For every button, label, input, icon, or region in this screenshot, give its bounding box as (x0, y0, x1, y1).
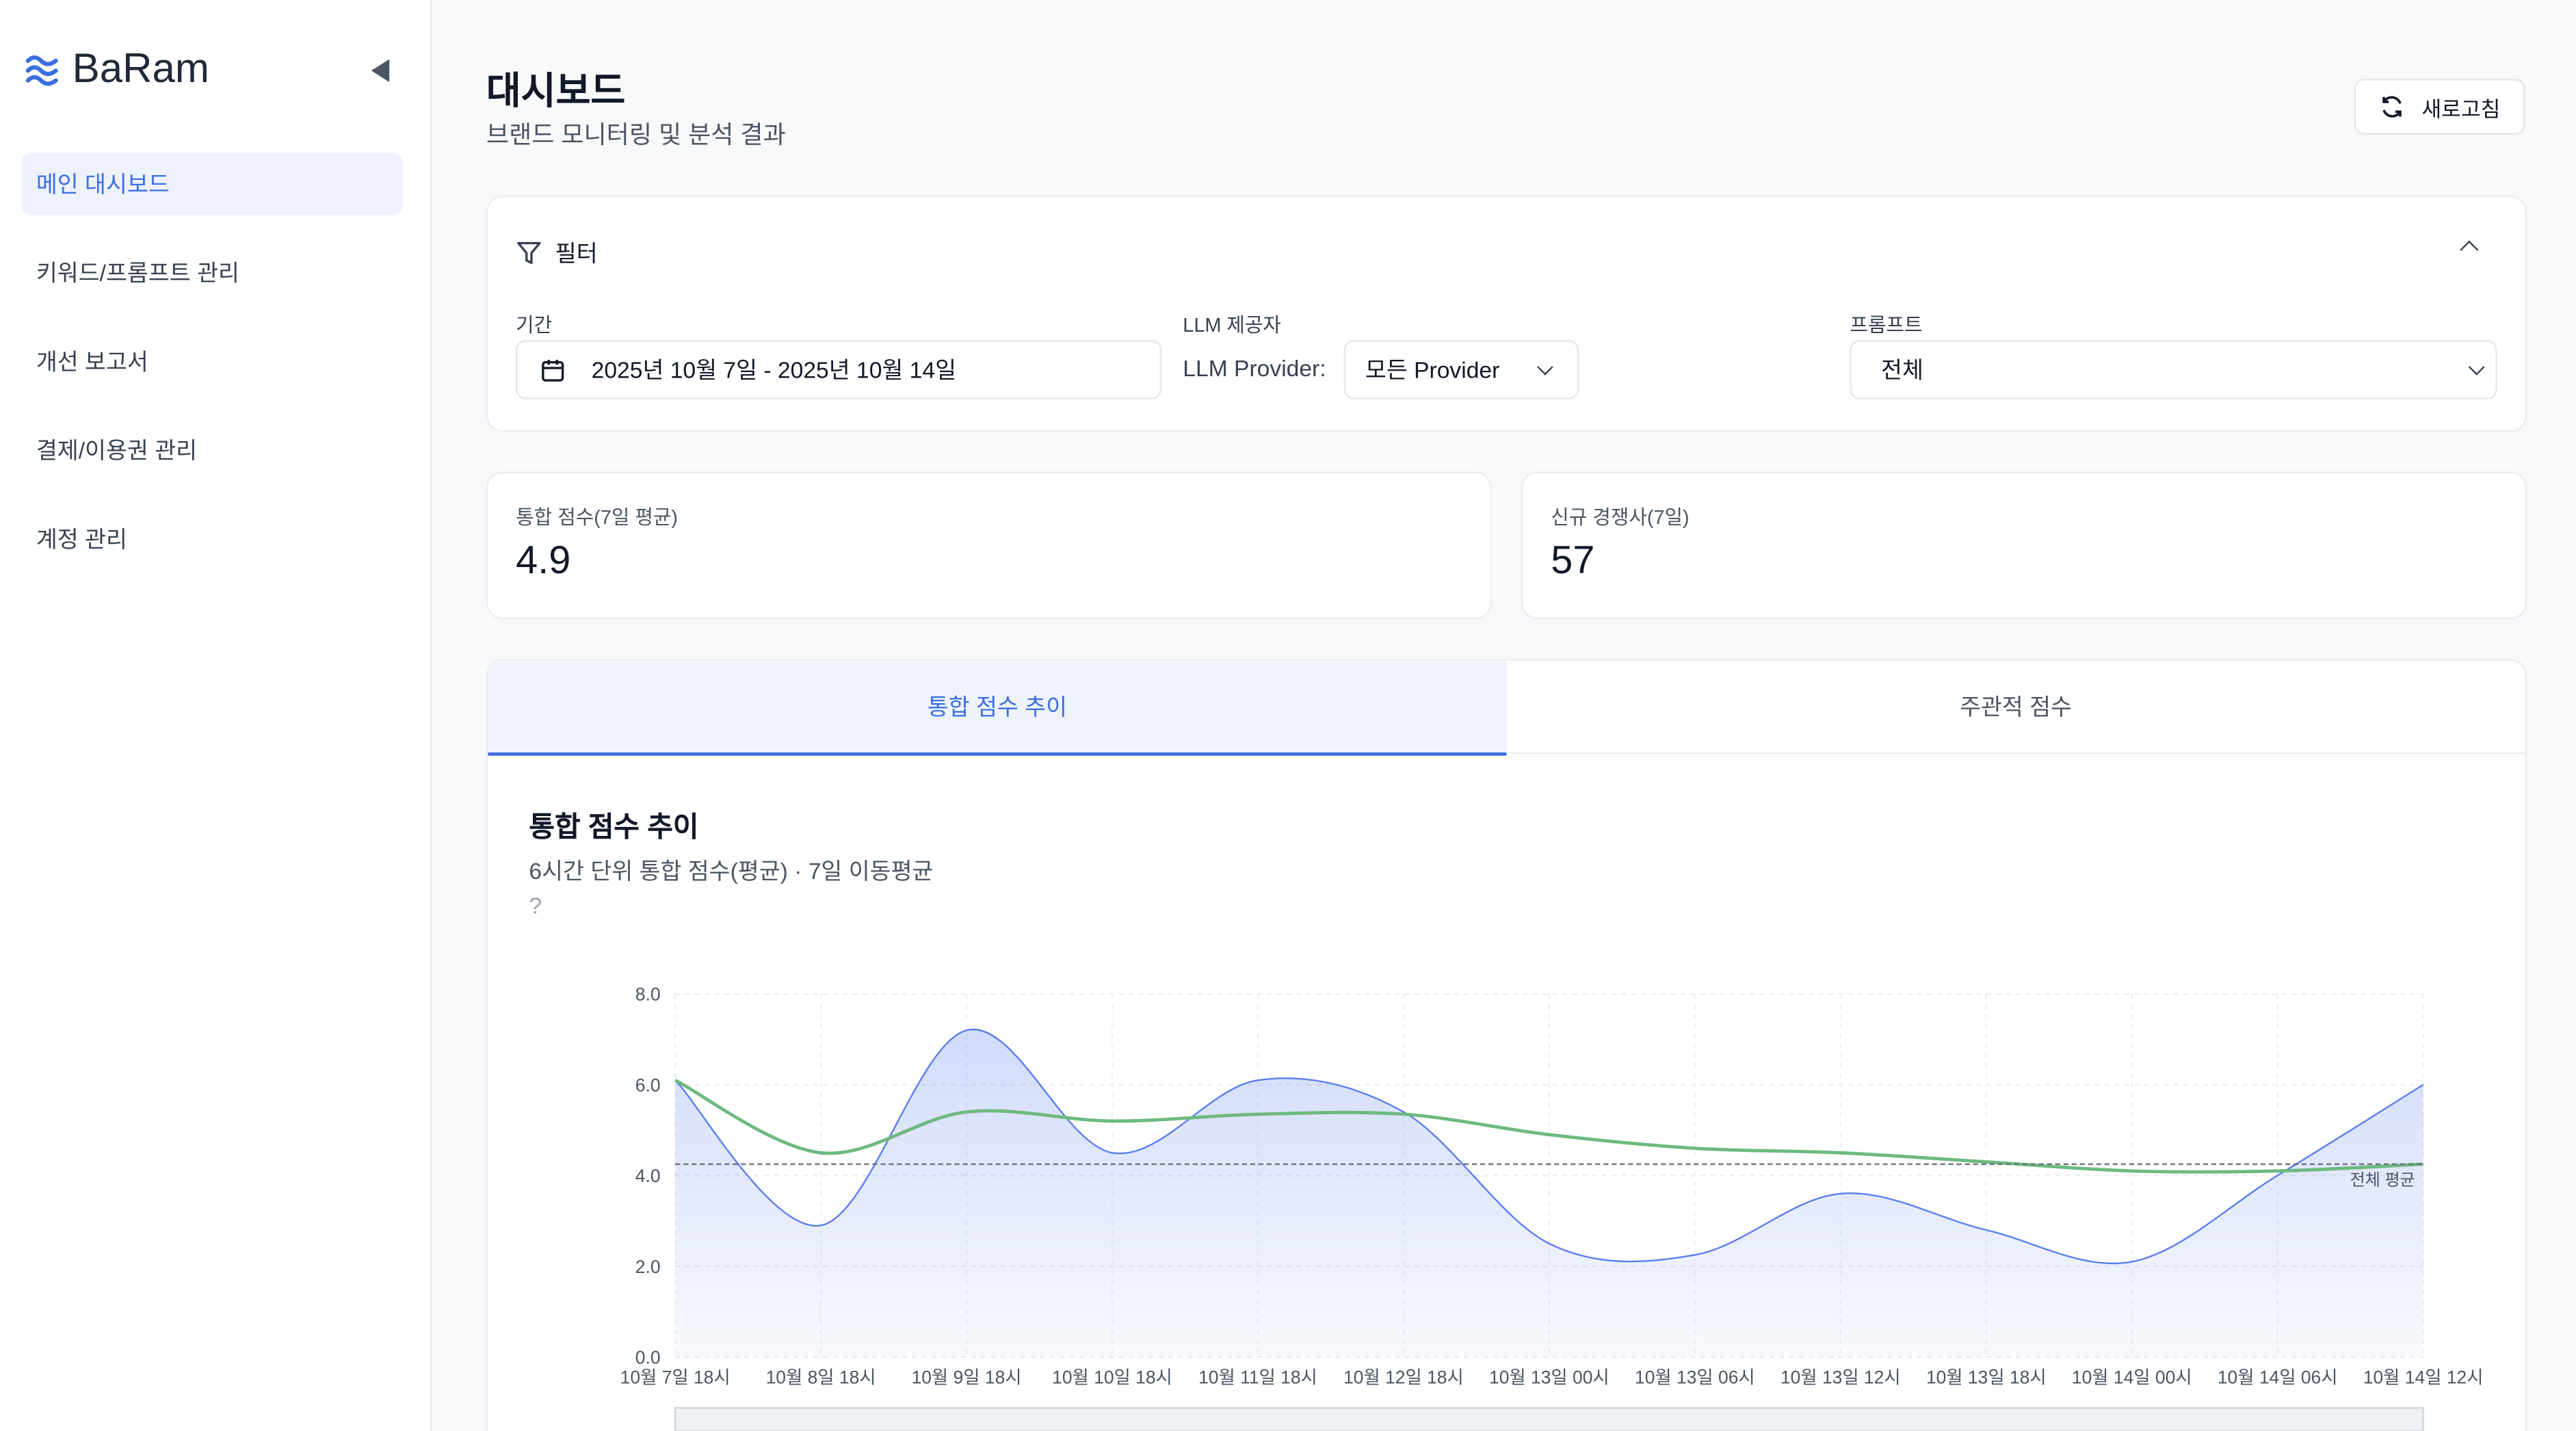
app-name: BaRam (72, 46, 209, 92)
x-tick-label: 10월 9일 18시 (912, 1367, 1022, 1387)
llm-label: LLM 제공자 (1183, 313, 1281, 337)
x-tick-label: 10월 12일 18시 (1343, 1367, 1464, 1387)
y-tick-label: 2.0 (635, 1257, 661, 1277)
sidebar-item[interactable]: 키워드/프롬프트 관리 (36, 259, 239, 286)
filter-header[interactable]: 필터 (516, 237, 598, 270)
series-line-1 (674, 1079, 2423, 1174)
refresh-icon (2382, 96, 2402, 118)
series-area (675, 1029, 2423, 1357)
x-tick-label: 10월 13일 12시 (1780, 1367, 1901, 1387)
sidebar-item[interactable]: 결제/이용권 관리 (36, 436, 198, 464)
x-tick-label: 10월 11일 18시 (1198, 1367, 1317, 1387)
filter-panel: 필터 기간 2025년 10월 7일 - 2025년 10월 14일 LLM 제… (486, 195, 2527, 432)
main: 대시보드 브랜드 모니터링 및 분석 결과 새로고침 필터 기간 2025년 1… (432, 0, 2576, 1431)
refresh-button[interactable]: 새로고침 (2354, 79, 2525, 135)
stat-value: 4.9 (516, 538, 571, 583)
y-tick-label: 4.0 (635, 1166, 661, 1186)
period-label: 기간 (516, 313, 553, 337)
tab-score-trend[interactable]: 통합 점수 추이 (488, 660, 1507, 756)
prompt-select[interactable]: 전체 (1850, 340, 2497, 399)
x-tick-label: 10월 8일 18시 (766, 1367, 876, 1387)
page-subtitle: 브랜드 모니터링 및 분석 결과 (486, 121, 786, 150)
y-tick-label: 6.0 (635, 1075, 661, 1095)
sidebar-item[interactable]: 개선 보고서 (36, 348, 148, 375)
y-tick-label: 8.0 (635, 984, 661, 1005)
chart-title: 통합 점수 추이 (529, 811, 699, 843)
chart-subtitle: 6시간 단위 통합 점수(평균) · 7일 이동평균 (529, 857, 934, 884)
page-title: 대시보드 (486, 68, 626, 112)
sidebar-item[interactable]: 계정 관리 (36, 525, 127, 553)
x-tick-label: 10월 13일 00시 (1489, 1367, 1609, 1387)
llm-inline-label: LLM Provider: (1183, 354, 1326, 382)
tab-subjective-score[interactable]: 주관적 점수 (1506, 661, 2525, 754)
date-range-value: 2025년 10월 7일 - 2025년 10월 14일 (591, 356, 957, 383)
x-tick-label: 10월 13일 18시 (1926, 1367, 2047, 1387)
stat-value: 57 (1551, 538, 1595, 583)
refresh-label: 새로고침 (2421, 96, 2501, 121)
filter-icon (517, 241, 541, 264)
date-range-picker[interactable]: 2025년 10월 7일 - 2025년 10월 14일 (516, 340, 1162, 399)
line-chart: 0.0 2.0 4.0 6.0 8.0 10월 7일 18시 10월 8일 18시 10월 9… (620, 984, 2484, 1431)
x-tick-label: 10월 7일 18시 (620, 1367, 731, 1387)
wave-logo-icon (25, 54, 58, 86)
llm-provider-value: 모든 Provider (1365, 356, 1500, 383)
x-tick-label: 10월 14일 00시 (2072, 1367, 2192, 1387)
chart-zoom-slider (674, 1407, 2424, 1431)
prompt-value: 전체 (1881, 356, 1923, 383)
sidebar-item[interactable]: 메인 대시보드 (21, 153, 403, 215)
x-tick-label: 10월 14일 06시 (2218, 1367, 2338, 1387)
logo[interactable]: BaRam (23, 46, 209, 94)
x-tick-label: 10월 13일 06시 (1635, 1367, 1755, 1387)
series-line-0 (674, 1028, 2424, 1265)
x-tick-label: 10월 14일 12시 (2363, 1367, 2484, 1387)
y-tick-label: 0.0 (635, 1347, 661, 1367)
x-tick-label: 10월 10일 18시 (1052, 1367, 1172, 1387)
filter-title: 필터 (555, 239, 598, 267)
prompt-label: 프롬프트 (1850, 313, 1923, 337)
stat-label: 통합 점수(7일 평균) (516, 506, 679, 529)
stat-card-competitors: 신규 경쟁사(7일) 57 (1521, 471, 2527, 620)
stat-card-score: 통합 점수(7일 평균) 4.9 (486, 471, 1492, 620)
calendar-icon (542, 358, 564, 381)
average-label: 전체 평균 (2350, 1171, 2415, 1190)
llm-provider-select[interactable]: 모든 Provider (1343, 340, 1579, 399)
stat-label: 신규 경쟁사(7일) (1551, 506, 1690, 529)
help-icon[interactable]: ? (529, 892, 542, 919)
collapse-sidebar-button[interactable] (371, 59, 390, 83)
